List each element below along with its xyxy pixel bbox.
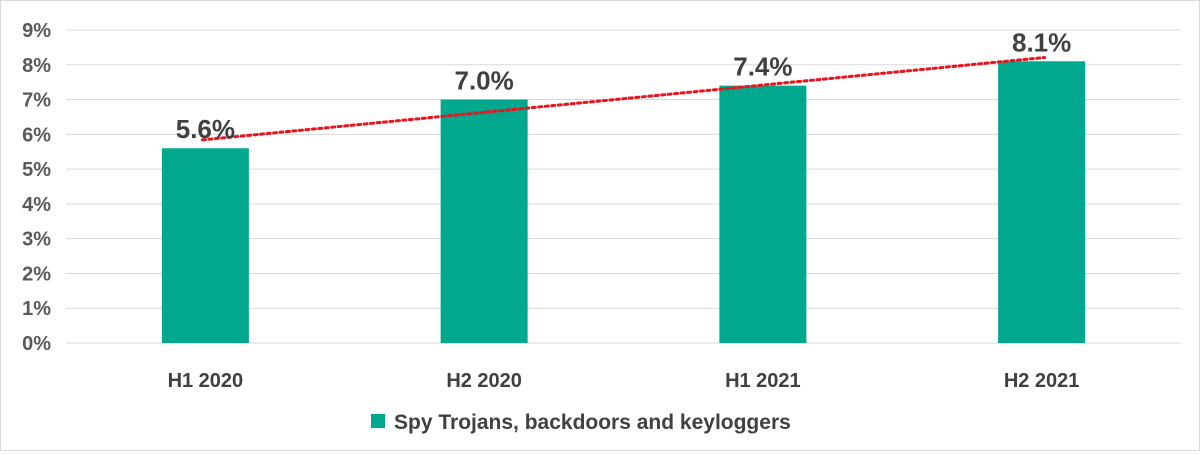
y-tick-label: 5%	[22, 159, 51, 181]
y-tick-label: 2%	[22, 263, 51, 285]
y-tick-label: 9%	[22, 20, 51, 42]
y-tick-label: 3%	[22, 229, 51, 251]
x-tick-label: H1 2020	[168, 370, 244, 392]
x-tick-label: H2 2020	[446, 370, 522, 392]
bars	[161, 61, 1086, 344]
x-tick-label: H1 2021	[725, 370, 801, 392]
legend-label: Spy Trojans, backdoors and keyloggers	[394, 411, 791, 434]
y-tick-label: 1%	[22, 298, 51, 320]
bar	[719, 85, 807, 344]
y-axis-ticks: 0% 1% 2% 3% 4% 5% 6% 7% 8% 9%	[22, 20, 51, 355]
data-label: 5.6%	[176, 114, 235, 144]
y-tick-label: 6%	[22, 124, 51, 146]
bar	[998, 61, 1086, 344]
y-tick-label: 0%	[22, 333, 51, 355]
bar	[440, 99, 528, 343]
data-label: 7.0%	[454, 66, 513, 96]
x-axis-ticks: H1 2020 H2 2020 H1 2021 H2 2021	[168, 370, 1080, 392]
trendline	[200, 55, 1047, 142]
y-tick-label: 8%	[22, 55, 51, 77]
legend: Spy Trojans, backdoors and keyloggers	[371, 411, 791, 434]
y-tick-label: 7%	[22, 90, 51, 112]
data-label: 8.1%	[1012, 27, 1071, 57]
data-label: 7.4%	[733, 52, 792, 82]
trendline-layer	[200, 55, 1047, 142]
legend-swatch	[371, 414, 385, 428]
y-tick-label: 4%	[22, 194, 51, 216]
bar	[161, 148, 249, 343]
x-tick-label: H2 2021	[1004, 370, 1080, 392]
data-labels: 5.6% 7.0% 7.4% 8.1%	[176, 27, 1072, 144]
